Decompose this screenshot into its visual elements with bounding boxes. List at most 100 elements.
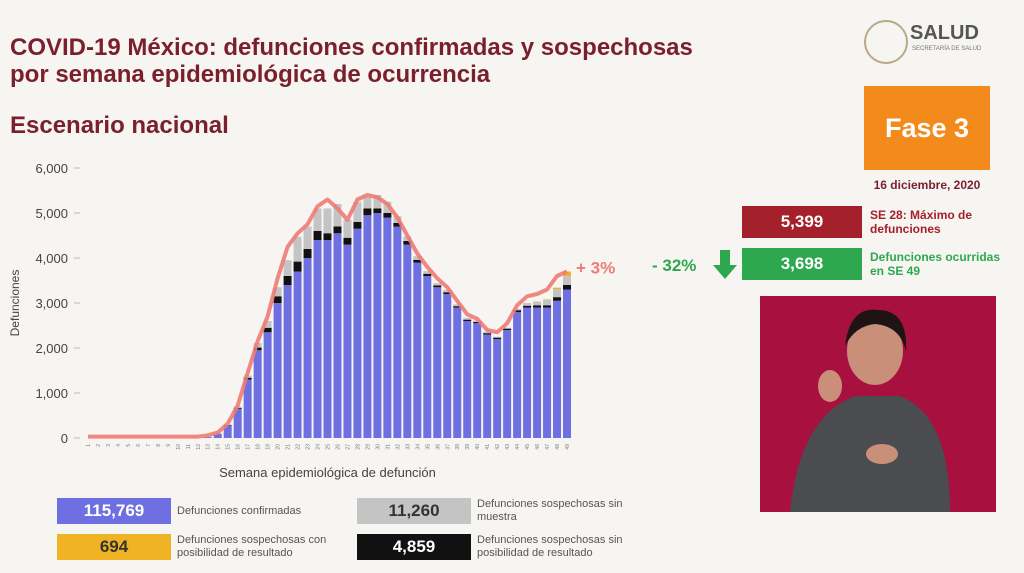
last-text: Defunciones ocurridas en SE 49 [870, 250, 1001, 278]
bar-segment [423, 276, 432, 438]
x-tick-label: 44 [515, 444, 521, 450]
bar-segment [273, 303, 282, 438]
x-tick-label: 21 [286, 444, 292, 450]
bar-segment [423, 273, 432, 276]
x-tick-label: 11 [186, 444, 192, 449]
x-tick-label: 20 [276, 444, 282, 450]
bar-segment [293, 261, 302, 272]
y-axis-label: Defunciones [8, 270, 22, 337]
bar-segment [553, 297, 562, 301]
logo-emblem [864, 20, 908, 64]
bar-segment [553, 289, 562, 298]
bar-segment [403, 244, 412, 438]
bar-segment [393, 222, 402, 227]
bar-segment [453, 304, 462, 307]
bar-segment [323, 233, 332, 240]
last-value: 3,698 [742, 248, 862, 280]
bar-segment [203, 437, 212, 438]
bar-segment [303, 249, 312, 258]
x-tick-label: 33 [405, 444, 411, 450]
y-tick-label: 3,000 [35, 296, 68, 311]
legend-item: 115,769 Defunciones confirmadas [57, 498, 337, 524]
bar-segment [363, 208, 372, 216]
bar-segment [383, 201, 392, 213]
legend-item: 694 Defunciones sospechosas con posibilid… [57, 534, 337, 560]
phase: Fase 3 [864, 86, 990, 170]
bar-segment [543, 299, 552, 306]
bar-segment [513, 312, 522, 438]
bar-segment [303, 258, 312, 438]
bar-segment [253, 347, 262, 351]
legend-label: Defunciones sospechosas sin muestra [477, 498, 623, 523]
bar-segment [413, 256, 422, 260]
legend-label: Defunciones confirmadas [177, 504, 302, 517]
bar-segment [283, 285, 292, 438]
y-tick-label: 6,000 [35, 161, 68, 176]
x-tick-label: 12 [196, 444, 202, 450]
x-tick-label: 5 [126, 444, 132, 447]
x-tick-label: 7 [146, 444, 152, 447]
bar-segment [563, 276, 572, 285]
bar-segment [373, 195, 382, 209]
bar-segment [253, 350, 262, 438]
bar-segment [423, 271, 432, 274]
annotation: + 3% [576, 259, 615, 278]
legend-total: 694 [57, 534, 171, 560]
bar-segment [343, 237, 352, 245]
legend-item: 4,859 Defunciones sospechosas sin posibil… [357, 534, 637, 560]
bar-segment [433, 285, 442, 288]
legend-item: 11,260 Defunciones sospechosas sin muestr… [357, 498, 637, 524]
x-tick-label: 40 [475, 444, 481, 450]
bar-segment [243, 379, 252, 438]
bar-segment [353, 201, 362, 222]
bar-segment [333, 204, 342, 227]
bar-segment [433, 287, 442, 438]
bar-segment [473, 321, 482, 324]
x-tick-label: 46 [535, 444, 541, 450]
bar-segment [433, 283, 442, 286]
legend-total: 11,260 [357, 498, 471, 524]
x-tick-label: 29 [365, 444, 371, 450]
x-tick-label: 31 [385, 444, 391, 450]
x-tick-label: 6 [136, 444, 142, 447]
bar-segment [293, 236, 302, 262]
x-tick-label: 48 [555, 444, 561, 450]
y-tick-label: 2,000 [35, 341, 68, 356]
y-tick-label: 4,000 [35, 251, 68, 266]
bar-segment [313, 208, 322, 231]
bar-segment [353, 222, 362, 229]
x-tick-label: 47 [545, 444, 551, 450]
bar-segment [333, 233, 342, 438]
x-tick-label: 34 [415, 444, 421, 450]
bar-segment [523, 307, 532, 438]
sign-video [760, 296, 996, 512]
bar-segment [523, 303, 532, 306]
bar-segment [533, 307, 542, 438]
x-tick-label: 49 [565, 444, 571, 450]
bar-segment [373, 213, 382, 438]
legend-total: 4,859 [357, 534, 471, 560]
bar-segment [263, 321, 272, 328]
bar-segment [563, 271, 572, 276]
legend-total: 115,769 [57, 498, 171, 524]
title-line: COVID-19 México: defunciones confirmadas… [10, 34, 693, 61]
bar-segment [523, 305, 532, 308]
x-tick-label: 45 [525, 444, 531, 450]
bar-segment [383, 217, 392, 438]
x-axis-label: Semana epidemiológica de defunción [219, 465, 436, 480]
x-tick-label: 18 [256, 444, 262, 450]
x-tick-label: 41 [485, 444, 491, 450]
bar-segment [233, 408, 242, 438]
y-tick-label: 0 [61, 431, 68, 446]
bar-segment [223, 425, 232, 438]
bar-segment [493, 337, 502, 339]
x-tick-label: 42 [495, 444, 501, 450]
x-tick-label: 19 [266, 444, 272, 450]
x-tick-label: 9 [166, 444, 172, 447]
bar-segment [323, 240, 332, 438]
date: 16 diciembre, 2020 [873, 178, 981, 192]
bar-segment [483, 334, 492, 438]
bar-segment [413, 262, 422, 438]
bar-segment [463, 319, 472, 321]
